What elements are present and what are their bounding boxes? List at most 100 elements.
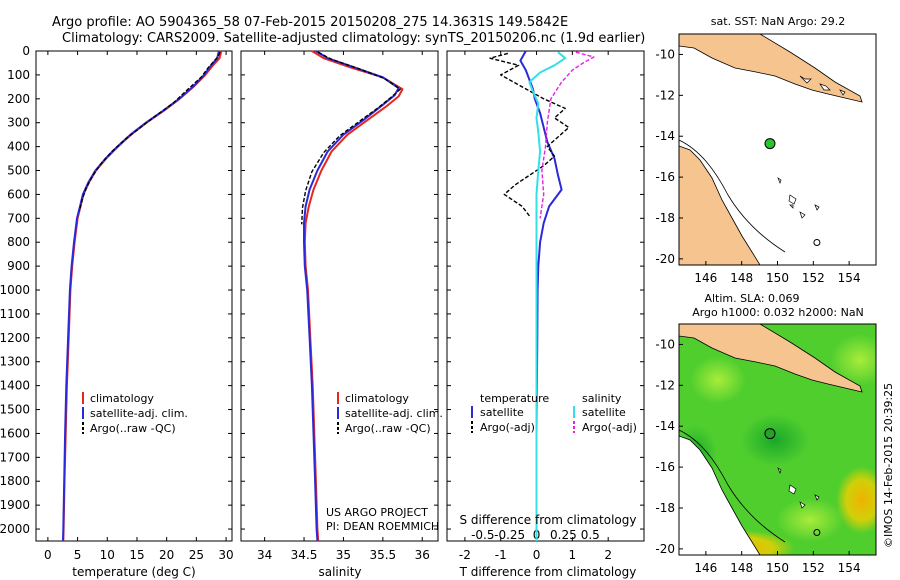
- depth-tick-label: 1500: [0, 403, 30, 417]
- depth-tick-label: 900: [7, 259, 30, 273]
- map-x-tick-label: 150: [766, 271, 789, 285]
- map-y-tick-label: -14: [655, 419, 675, 433]
- legend-label-s-satellite: satellite: [582, 406, 626, 419]
- map2-high-b: [830, 334, 876, 386]
- map1-land-aus: [679, 145, 761, 265]
- salinity-plot: 34 34.5 35 35.5 36: [241, 50, 438, 562]
- series-line: [78, 51, 221, 212]
- x-tick-label: 36: [415, 548, 430, 562]
- depth-tick-label: 300: [7, 116, 30, 130]
- legend-label-s-argo: Argo(-adj): [582, 421, 637, 434]
- map2-land-aus: [679, 435, 761, 555]
- x-tick-label: 0: [533, 548, 541, 562]
- temperature-legend: climatology satellite-adj. clim. Argo(..…: [82, 392, 188, 435]
- x-tick-label: 10: [100, 548, 115, 562]
- map-x-tick-label: 154: [838, 561, 861, 575]
- map2-subtitle: Argo h1000: 0.032 h2000: NaN: [692, 306, 864, 319]
- x-tick-label: 15: [129, 548, 144, 562]
- depth-tick-label: 1900: [0, 498, 30, 512]
- map-x-tick-label: 148: [730, 561, 753, 575]
- map1-points: [764, 138, 821, 247]
- map1-land-png: [679, 34, 863, 103]
- map2-axes: 146 148 150 152 154 -10 -12 -14 -16 -18 -20: [655, 337, 860, 575]
- legend-label-t-argo: Argo(-adj): [480, 421, 535, 434]
- x-tick-label-top: -0.25: [494, 528, 525, 542]
- x-tick-label-top: -0.5: [471, 528, 494, 542]
- map-x-tick-label: 152: [802, 561, 825, 575]
- salinity-xlabel: salinity: [318, 565, 361, 579]
- map-x-tick-label: 146: [694, 561, 717, 575]
- x-tick-label: -1: [495, 548, 507, 562]
- legend-label-climatology: climatology: [90, 392, 154, 405]
- x-tick-label: 1: [569, 548, 577, 562]
- map-y-tick-label: -18: [655, 211, 675, 225]
- map1-reefs: [777, 177, 820, 219]
- other-location-marker: [813, 239, 821, 247]
- legend-title-salinity: salinity: [582, 392, 622, 405]
- map-x-tick-label: 150: [766, 561, 789, 575]
- credit-text: ©IMOS 14-Feb-2015 20:39:25: [882, 383, 895, 548]
- map-y-tick-label: -12: [655, 378, 675, 392]
- depth-tick-label: 1300: [0, 355, 30, 369]
- map-y-tick-label: -16: [655, 170, 675, 184]
- map1-title: sat. SST: NaN Argo: 29.2: [711, 15, 845, 28]
- x-tick-label-top: 0.5: [581, 528, 600, 542]
- depth-tick-label: 1100: [0, 307, 30, 321]
- depth-tick-label: 400: [7, 140, 30, 154]
- series-line: [519, 50, 563, 541]
- argo-location-marker: [764, 428, 776, 440]
- depth-tick-label: 200: [7, 92, 30, 106]
- map2-high-e: [776, 498, 844, 542]
- map2-title: Altim. SLA: 0.069: [704, 292, 799, 305]
- difference-xlabel-top: S difference from climatology: [460, 513, 637, 527]
- map2-area: [679, 324, 876, 555]
- x-tick-label: 30: [218, 548, 233, 562]
- x-tick-label: 35.5: [369, 548, 396, 562]
- map1-islands: [799, 75, 846, 96]
- annotation-project: US ARGO PROJECT: [326, 506, 428, 519]
- map1-shelf-contour: [679, 139, 786, 253]
- map1-axes: 146 148 150 152 154 -10 -12 -14 -16 -18 -20: [655, 47, 860, 285]
- depth-axis: 0 100 200 300 400 500 600 700 800 900 1000 1100 1200…: [0, 44, 30, 536]
- x-tick-label: 35: [336, 548, 351, 562]
- depth-tick-label: 1600: [0, 426, 30, 440]
- map2-high-a: [690, 356, 746, 404]
- difference-legend: temperature satellite Argo(-adj) salinit…: [471, 392, 637, 434]
- legend-label-t-satellite: satellite: [480, 406, 524, 419]
- depth-tick-label: 2000: [0, 522, 30, 536]
- map-x-tick-label: 146: [694, 271, 717, 285]
- map2-land-png: [679, 324, 863, 393]
- series-line: [528, 51, 567, 541]
- salinity-legend: climatology satellite-adj. clim. Argo(..…: [326, 392, 443, 533]
- map2-low-a: [741, 414, 809, 466]
- depth-tick-label: 1000: [0, 283, 30, 297]
- header-line2: Climatology: CARS2009. Satellite-adjuste…: [62, 31, 645, 46]
- legend-label-satellite: satellite-adj. clim.: [345, 407, 443, 420]
- depth-tick-label: 1800: [0, 474, 30, 488]
- map-y-tick-label: -20: [655, 252, 675, 266]
- difference-panel-frame: [446, 50, 645, 542]
- map-y-tick-label: -16: [655, 460, 675, 474]
- x-tick-label: 5: [74, 548, 82, 562]
- other-location-marker: [813, 529, 821, 537]
- map-x-tick-label: 154: [838, 271, 861, 285]
- depth-tick-label: 1400: [0, 379, 30, 393]
- annotation-pi: PI: DEAN ROEMMICH: [326, 520, 439, 533]
- temperature-plot: 0 5 10 15 20 25 30: [36, 50, 234, 562]
- series-line: [303, 50, 404, 542]
- depth-tick-label: 100: [7, 68, 30, 82]
- series-line: [539, 51, 595, 219]
- map-y-tick-label: -18: [655, 501, 675, 515]
- map2-shelf-contour: [679, 429, 786, 543]
- map-y-tick-label: -10: [655, 47, 675, 61]
- map-x-tick-label: 148: [730, 271, 753, 285]
- x-tick-label: 20: [159, 548, 174, 562]
- x-tick-label: 34.5: [291, 548, 318, 562]
- legend-label-argo: Argo(..raw -QC): [90, 422, 176, 435]
- x-tick-label: -2: [459, 548, 471, 562]
- depth-tick-label: 0: [22, 44, 30, 58]
- map-y-tick-label: -10: [655, 337, 675, 351]
- depth-tick-label: 500: [7, 164, 30, 178]
- salinity-panel-frame: [240, 50, 439, 542]
- series-line: [301, 51, 401, 225]
